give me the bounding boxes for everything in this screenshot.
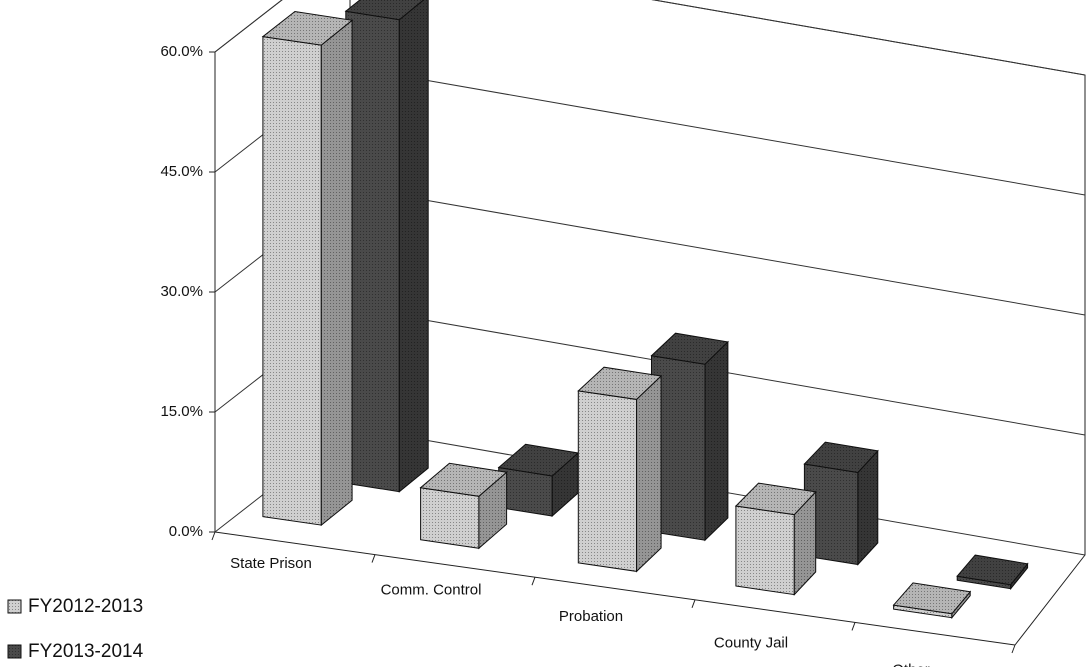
bar: [419, 462, 508, 550]
legend-label: FY2013-2014: [28, 641, 144, 662]
legend-label: FY2012-2013: [28, 596, 143, 617]
x-tick: [851, 622, 856, 631]
grid-line: [214, 0, 1086, 76]
y-tick-label: 30.0%: [160, 283, 203, 300]
bar: [261, 10, 354, 527]
x-tick-label: County Jail: [714, 635, 788, 652]
x-tick-label: State Prison: [230, 555, 312, 572]
x-tick: [691, 599, 696, 608]
bar: [577, 366, 663, 573]
x-tick: [371, 554, 376, 563]
x-tick-label: Comm. Control: [381, 581, 482, 598]
x-tick: [1011, 644, 1016, 654]
x-axis: [214, 531, 1016, 646]
x-tick-label: Other: [892, 661, 930, 667]
y-tick-label: 60.0%: [160, 43, 203, 60]
x-tick: [211, 531, 216, 541]
x-tick: [531, 577, 536, 586]
bar: [803, 441, 879, 566]
bar: [344, 0, 429, 493]
bar: [650, 332, 729, 542]
bar: [497, 443, 580, 518]
bar: [956, 554, 1029, 591]
bar: [734, 482, 817, 596]
x-tick-label: Probation: [559, 608, 623, 625]
y-tick-label: 15.0%: [160, 403, 203, 420]
y-tick-label: 0.0%: [169, 523, 203, 540]
bar: [892, 582, 972, 620]
y-tick-label: 45.0%: [160, 163, 203, 180]
